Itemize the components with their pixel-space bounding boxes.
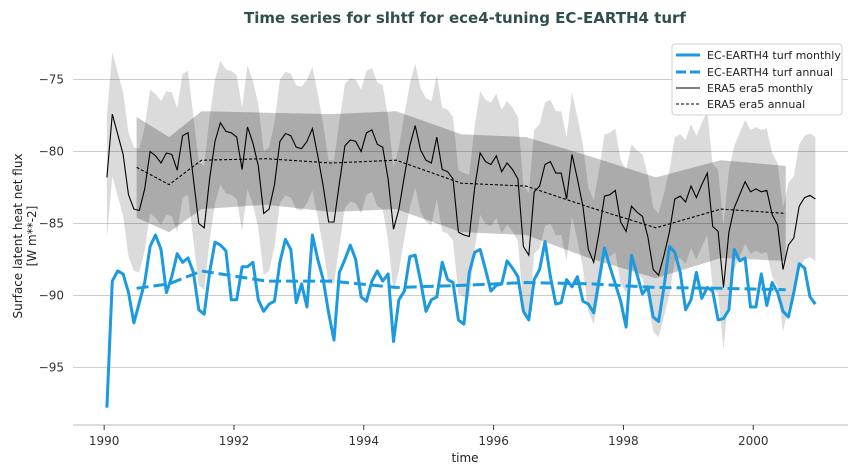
ec-earth4-monthly-line	[105, 233, 817, 408]
y-ticks: −75 −80 −85 −90 −95	[39, 73, 64, 375]
x-tick-label: 2000	[738, 434, 769, 448]
series-lines	[105, 113, 817, 408]
legend-label-ec-annual: EC-EARTH4 turf annual	[707, 66, 833, 79]
y-tick-label: −80	[39, 145, 64, 159]
legend: EC-EARTH4 turf monthly EC-EARTH4 turf an…	[671, 43, 843, 116]
legend-box	[671, 43, 843, 116]
x-tick-label: 1990	[89, 434, 120, 448]
era5-monthly-line	[106, 113, 816, 288]
legend-label-era5-monthly: ERA5 era5 monthly	[707, 82, 813, 95]
x-tick-label: 1994	[349, 434, 380, 448]
y-axis-label: Surface latent heat net flux	[11, 153, 25, 318]
chart-title: Time series for slhtf for ece4-tuning EC…	[244, 9, 686, 27]
ec-earth4-annual-line	[136, 269, 786, 292]
x-ticks: 1990 1992 1994 1996 1998 2000	[89, 425, 769, 448]
legend-label-era5-annual: ERA5 era5 annual	[707, 98, 805, 111]
x-tick-label: 1992	[219, 434, 250, 448]
y-axis-unit: [W m**-2]	[25, 206, 39, 267]
x-axis-label: time	[451, 451, 478, 465]
x-tick-label: 1998	[608, 434, 639, 448]
y-tick-label: −90	[39, 288, 64, 302]
y-tick-label: −95	[39, 360, 64, 374]
x-tick-label: 1996	[478, 434, 509, 448]
y-tick-label: −75	[39, 73, 64, 87]
era5-annual-band	[136, 111, 786, 279]
legend-label-ec-monthly: EC-EARTH4 turf monthly	[707, 49, 841, 62]
uncertainty-bands	[106, 52, 816, 350]
era5-annual-line	[136, 158, 786, 229]
y-tick-label: −85	[39, 216, 64, 230]
era5-monthly-band	[106, 52, 816, 350]
